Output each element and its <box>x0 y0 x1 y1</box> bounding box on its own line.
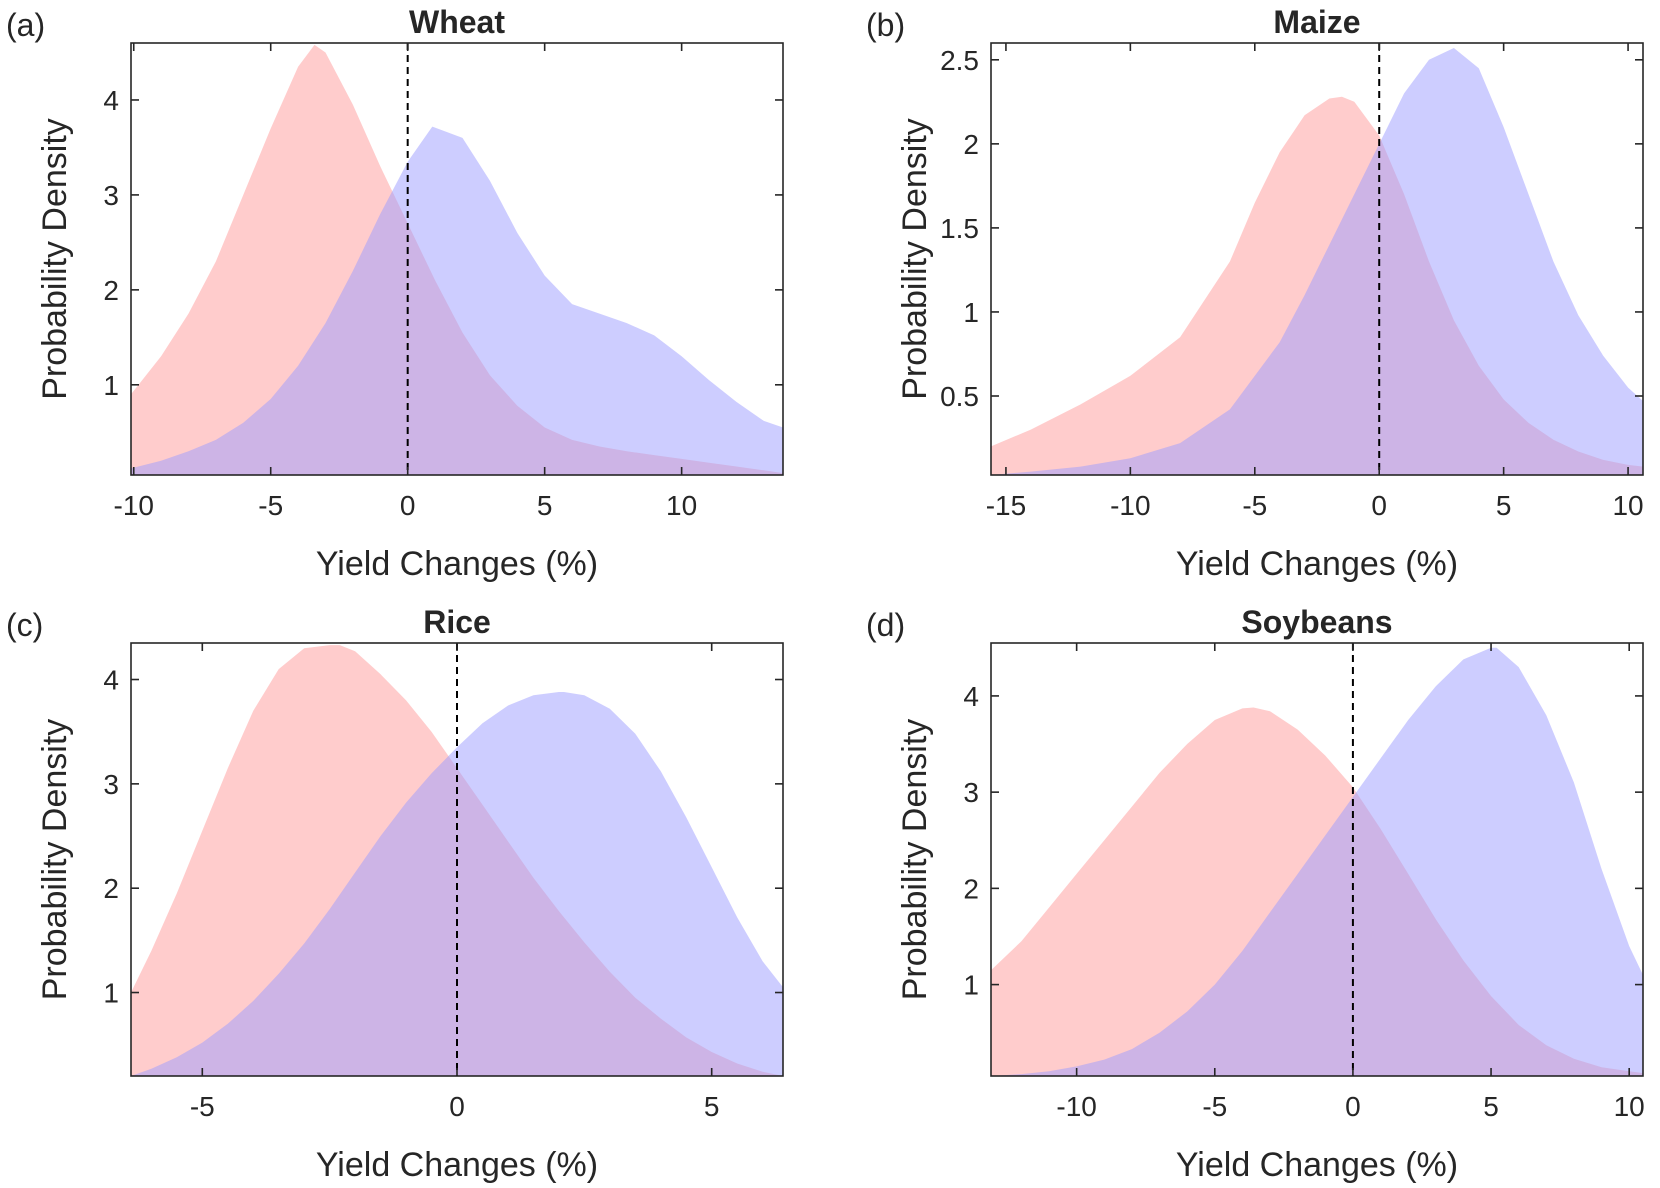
y-tick-label: 3 <box>963 777 979 808</box>
chart-title: Soybeans <box>1241 604 1392 640</box>
x-tick-label: -15 <box>986 490 1026 521</box>
y-tick-label: 4 <box>963 681 979 712</box>
y-tick-label: 1 <box>103 978 119 1009</box>
chart-title: Rice <box>423 604 491 640</box>
chart-title: Wheat <box>409 4 505 40</box>
y-axis-label: Probability Density <box>36 719 74 1001</box>
x-axis-label: Yield Changes (%) <box>316 545 598 583</box>
y-tick-label: 4 <box>103 85 119 116</box>
panel-label: (a) <box>6 7 45 43</box>
x-tick-label: -5 <box>1242 490 1267 521</box>
y-tick-label: 2 <box>103 873 119 904</box>
x-tick-label: 5 <box>1496 490 1512 521</box>
x-tick-label: -10 <box>114 490 154 521</box>
density-area-series-2 <box>991 48 1643 475</box>
y-axis-label: Probability Density <box>896 118 934 400</box>
series-areas <box>991 647 1643 1076</box>
chart-panel-4: -10 -5 0 5 10 1 2 3 4 Soybeans (d) Yield Changes (%… <box>866 604 1645 1184</box>
panel-label: (b) <box>866 7 905 43</box>
density-area-series-2 <box>131 126 783 475</box>
x-axis-label: Yield Changes (%) <box>316 1146 598 1184</box>
plot-frame <box>990 642 1644 1077</box>
x-tick-label: 0 <box>400 490 416 521</box>
x-tick-label: -10 <box>1110 490 1150 521</box>
chart-panel-3: -5 0 5 1 2 3 4 Rice (c) Yield Changes (%) Probabil… <box>6 604 784 1184</box>
x-tick-label: 0 <box>449 1091 465 1122</box>
chart-panel-2: -15 -10 -5 0 5 10 0.5 1 1.5 2 2.5 Maize (b) Yield Cha… <box>866 4 1644 583</box>
y-axis-label: Probability Density <box>896 719 934 1001</box>
plot-frame <box>990 42 1644 476</box>
series-areas <box>991 48 1643 475</box>
y-tick-label: 1 <box>963 970 979 1001</box>
series-areas <box>131 44 783 475</box>
x-tick-label: 10 <box>1612 490 1643 521</box>
x-tick-label: 5 <box>537 490 553 521</box>
x-tick-label: 10 <box>666 490 697 521</box>
x-tick-label: 0 <box>1345 1091 1361 1122</box>
y-axis-label: Probability Density <box>36 118 74 400</box>
plot-frame <box>130 42 784 476</box>
chart-panel-1: -10 -5 0 5 10 1 2 3 4 Wheat (a) Yield Changes (%) Pr… <box>6 4 784 583</box>
panel-label: (c) <box>6 607 43 643</box>
chart-title: Maize <box>1273 4 1360 40</box>
x-tick-label: 5 <box>704 1091 720 1122</box>
y-tick-label: 0.5 <box>940 381 979 412</box>
x-tick-label: 0 <box>1371 490 1387 521</box>
density-area-series-2 <box>991 647 1643 1076</box>
x-tick-label: -5 <box>1202 1091 1227 1122</box>
x-tick-label: -5 <box>258 490 283 521</box>
y-tick-label: 3 <box>103 769 119 800</box>
y-tick-label: 3 <box>103 180 119 211</box>
y-tick-label: 1 <box>963 297 979 328</box>
x-axis-label: Yield Changes (%) <box>1176 1146 1458 1184</box>
x-tick-label: 5 <box>1483 1091 1499 1122</box>
x-tick-label: -5 <box>190 1091 215 1122</box>
y-tick-label: 4 <box>103 665 119 696</box>
x-tick-label: -10 <box>1056 1091 1096 1122</box>
y-tick-label: 2 <box>963 129 979 160</box>
density-area-series-1 <box>131 44 783 475</box>
x-axis-label: Yield Changes (%) <box>1176 545 1458 583</box>
panel-label: (d) <box>866 607 905 643</box>
y-tick-label: 2 <box>103 275 119 306</box>
y-tick-label: 2.5 <box>940 45 979 76</box>
y-tick-label: 2 <box>963 873 979 904</box>
x-tick-label: 10 <box>1614 1091 1645 1122</box>
y-tick-label: 1 <box>103 370 119 401</box>
y-tick-label: 1.5 <box>940 213 979 244</box>
